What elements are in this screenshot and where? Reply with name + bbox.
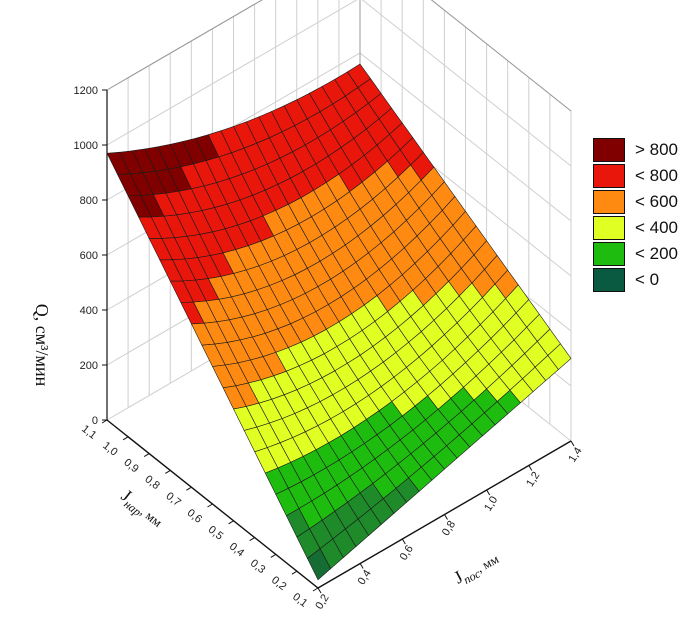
y-tick-label: 0,5 <box>206 524 225 543</box>
y-tick-mark <box>249 537 255 542</box>
box-top-edge <box>106 0 572 112</box>
z-axis-ticks: 1200 1000 800 600 400 200 0 <box>74 85 107 427</box>
z-tick-label: 1000 <box>74 140 98 152</box>
x-tick-label: 0,8 <box>440 519 458 538</box>
z-tick-label: 0 <box>92 415 98 427</box>
legend-swatch <box>593 268 625 292</box>
z-axis-title: Q, см³/мин <box>32 304 52 387</box>
surface-cell <box>307 548 331 581</box>
legend-label: < 600 <box>635 192 679 211</box>
z-tick-label: 1200 <box>74 85 98 97</box>
legend-swatch <box>593 138 625 162</box>
y-tick-label: 0,8 <box>142 473 161 492</box>
legend-item: < 200 <box>593 241 678 267</box>
y-tick-label: 1,0 <box>100 440 119 459</box>
legend-swatch <box>593 242 625 266</box>
x-tick-mark <box>359 563 364 569</box>
y-tick-mark <box>165 469 171 474</box>
y-tick-mark <box>122 436 129 441</box>
x-tick-label: 0,4 <box>356 568 374 587</box>
x-tick-mark <box>570 440 575 447</box>
legend-label: < 800 <box>635 166 679 185</box>
y-tick-label: 0,7 <box>164 490 183 509</box>
z-tick-label: 400 <box>80 305 98 317</box>
x-tick-mark <box>486 489 491 496</box>
legend-item: < 400 <box>593 215 678 241</box>
y-axis-title: Jнар, мм <box>116 485 168 533</box>
x-tick-label: 0,2 <box>313 592 331 611</box>
x-tick-label: 0,6 <box>398 543 416 562</box>
y-tick-label: 0,1 <box>290 591 309 610</box>
x-tick-mark <box>444 514 448 520</box>
z-tick-label: 800 <box>80 195 98 207</box>
legend-item: < 0 <box>593 267 678 293</box>
legend-item: < 800 <box>593 163 678 189</box>
legend-label: < 0 <box>635 270 660 289</box>
y-tick-label: 0,6 <box>185 507 204 526</box>
legend-item: > 800 <box>593 137 678 163</box>
y-tick-label: 0,3 <box>248 557 267 576</box>
legend-item: < 600 <box>593 189 678 215</box>
y-tick-mark <box>312 587 319 592</box>
y-tick-mark <box>228 520 234 525</box>
y-tick-mark <box>101 419 108 424</box>
legend-swatch <box>593 216 625 240</box>
z-gridline <box>106 0 572 167</box>
legend-label: < 200 <box>635 244 679 263</box>
legend-label: > 800 <box>635 140 679 159</box>
legend-swatch <box>593 164 625 188</box>
z-tick-label: 200 <box>80 360 98 372</box>
y-tick-mark <box>291 570 298 575</box>
y-tick-mark <box>186 486 192 491</box>
x-tick-mark <box>528 465 533 471</box>
legend-swatch <box>593 190 625 214</box>
surface-mesh <box>106 63 572 581</box>
y-tick-label: 0,2 <box>269 574 288 593</box>
z-tick-label: 600 <box>80 250 98 262</box>
x-tick-mark <box>401 538 406 545</box>
x-axis-title-unit: , мм <box>474 551 501 575</box>
y-tick-mark <box>270 553 277 558</box>
legend: > 800 < 800 < 600 < 400 < 200 < 0 <box>593 137 678 293</box>
y-tick-mark <box>207 503 213 508</box>
x-tick-label: 1,4 <box>566 445 584 464</box>
y-tick-label: 0,4 <box>227 541 246 560</box>
y-tick-mark <box>143 453 150 458</box>
x-axis-title: Jпос, мм <box>450 548 503 591</box>
x-tick-label: 1,0 <box>482 494 500 513</box>
x-tick-mark <box>317 587 322 594</box>
legend-label: < 400 <box>635 218 679 237</box>
x-axis-ticks: 0,2 0,4 0,6 0,8 1,0 1,2 1,4 <box>313 440 585 612</box>
x-tick-label: 1,2 <box>524 470 542 489</box>
y-tick-label: 0,9 <box>121 457 140 476</box>
